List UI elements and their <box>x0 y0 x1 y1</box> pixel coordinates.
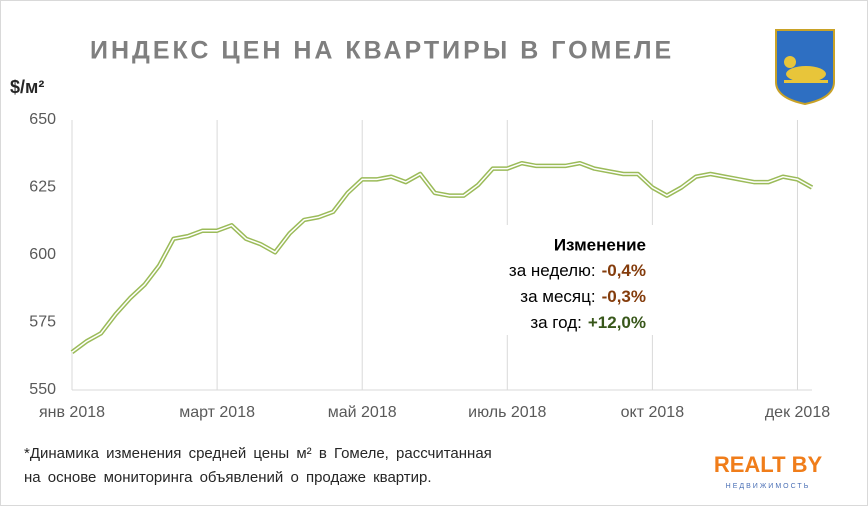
x-tick-label: март 2018 <box>179 404 255 421</box>
y-tick-label: 600 <box>29 246 56 263</box>
line-highlight <box>71 162 813 353</box>
annotation-label: за год: <box>530 313 582 332</box>
logo-tagline: НЕДВИЖИМОСТЬ <box>726 483 811 490</box>
annotation-title: Изменение <box>554 235 646 254</box>
annotation-value: +12,0% <box>588 313 646 332</box>
annotation-value: -0,3% <box>602 287 646 306</box>
x-tick-label: янв 2018 <box>39 404 105 421</box>
annotation-row: за неделю: -0,4% <box>509 261 646 280</box>
annotation-row: за месяц: -0,3% <box>520 287 646 306</box>
annotation-box <box>475 225 655 335</box>
y-axis-label: $/м² <box>10 77 44 97</box>
chart-title: ИНДЕКС ЦЕН НА КВАРТИРЫ В ГОМЕЛЕ <box>90 37 674 65</box>
x-tick-label: май 2018 <box>328 404 397 421</box>
annotation-value: -0,4% <box>602 261 646 280</box>
coat-of-arms <box>775 29 835 106</box>
y-tick-label: 575 <box>29 314 56 331</box>
y-tick-label: 625 <box>29 179 56 196</box>
plot: 550 575 600 625 650 янв 2018 март 2018 май 2018… <box>29 111 830 421</box>
logo-name: REALT BY <box>714 452 823 477</box>
annotation-label: за месяц: <box>520 287 595 306</box>
annotation-rows: за неделю: -0,4% за месяц: -0,3% за год: +12,… <box>509 261 646 332</box>
annotation-label: за неделю: <box>509 261 596 280</box>
x-tick-label: дек 2018 <box>765 404 830 421</box>
footnote: на основе мониторинга объявлений о прода… <box>24 469 432 486</box>
y-tick-label: 550 <box>29 381 56 398</box>
y-tick-label: 650 <box>29 111 56 128</box>
annotation-row: за год: +12,0% <box>530 313 646 332</box>
x-tick-label: окт 2018 <box>621 404 685 421</box>
footnote: *Динамика изменения средней цены м² в Го… <box>24 445 492 462</box>
x-tick-label: июль 2018 <box>468 404 546 421</box>
